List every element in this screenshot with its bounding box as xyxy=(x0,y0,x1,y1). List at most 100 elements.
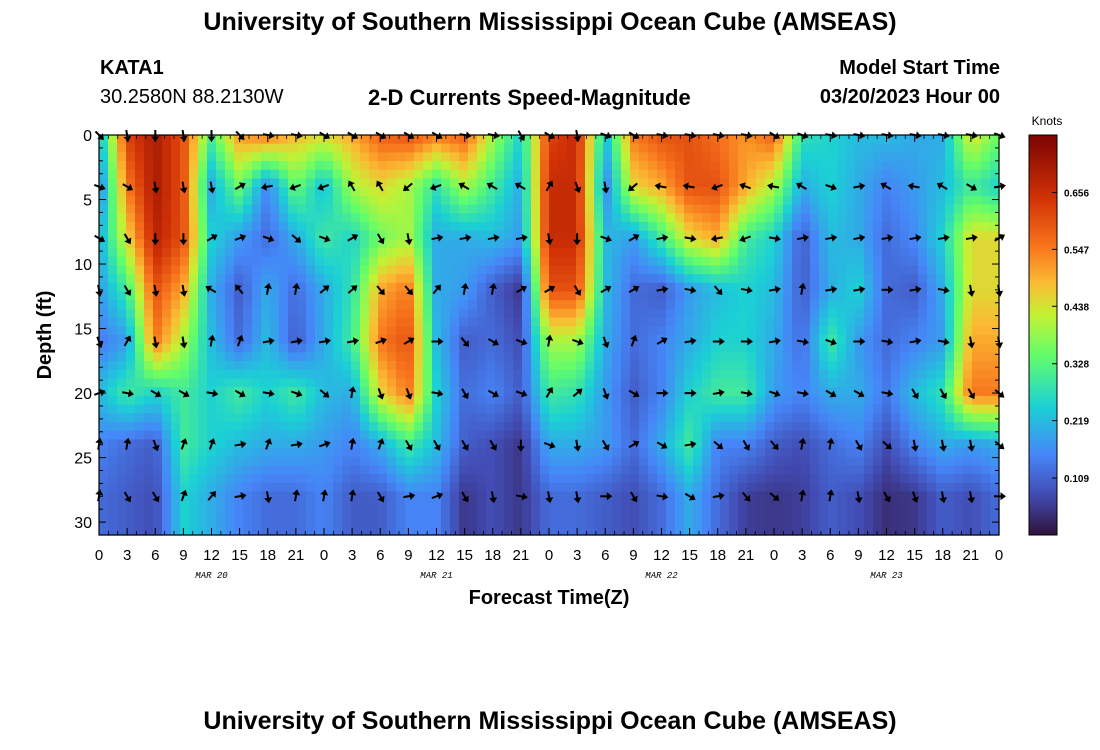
heatmap-cell xyxy=(765,508,775,519)
heatmap-cell xyxy=(630,204,640,214)
heatmap-cell xyxy=(234,448,244,458)
current-arrow xyxy=(207,334,216,347)
heatmap-cell xyxy=(189,143,199,153)
heatmap-cell xyxy=(234,265,244,275)
heatmap-cell xyxy=(225,352,235,362)
heatmap-cell xyxy=(261,369,271,380)
current-arrow xyxy=(376,285,385,296)
heatmap-cell xyxy=(639,500,649,510)
heatmap-cell xyxy=(693,256,703,267)
heatmap-cell xyxy=(270,282,280,293)
heatmap-cell xyxy=(378,317,388,327)
heatmap-cell xyxy=(882,395,892,406)
heatmap-cell xyxy=(288,439,298,449)
heatmap-cell xyxy=(504,482,514,493)
heatmap-cell xyxy=(405,143,415,153)
heatmap-cell xyxy=(792,491,802,501)
heatmap-cell xyxy=(594,308,604,319)
heatmap-cell xyxy=(918,256,928,267)
heatmap-cell xyxy=(900,352,910,362)
heatmap-cell xyxy=(891,456,901,467)
heatmap-cell xyxy=(576,517,586,527)
heatmap-cell xyxy=(765,413,775,423)
heatmap-cell xyxy=(225,291,235,301)
heatmap-cell xyxy=(873,508,883,519)
heatmap-cell xyxy=(360,152,370,162)
heatmap-cell xyxy=(873,421,883,432)
heatmap-cell xyxy=(621,369,631,380)
heatmap-cell xyxy=(198,187,208,197)
heatmap-cell xyxy=(117,430,127,440)
heatmap-cell xyxy=(873,430,883,440)
heatmap-cell xyxy=(756,430,766,440)
current-arrow xyxy=(853,285,866,294)
heatmap-cell xyxy=(243,404,253,414)
heatmap-cell xyxy=(729,404,739,414)
heatmap-cell xyxy=(828,343,838,353)
heatmap-cell xyxy=(567,387,577,397)
heatmap-cell xyxy=(387,361,397,371)
heatmap-cell xyxy=(981,456,991,467)
heatmap-cell xyxy=(927,178,937,188)
heatmap-cell xyxy=(117,387,127,397)
heatmap-cell xyxy=(243,430,253,440)
heatmap-cell xyxy=(990,474,1000,484)
heatmap-cell xyxy=(837,500,847,510)
heatmap-cell xyxy=(261,395,271,406)
heatmap-cell xyxy=(324,326,334,336)
heatmap-cell xyxy=(972,152,982,162)
heatmap-cell xyxy=(369,500,379,510)
heatmap-cell xyxy=(891,448,901,458)
heatmap-cell xyxy=(351,369,361,380)
heatmap-cell xyxy=(252,465,262,475)
heatmap-cell xyxy=(738,161,748,171)
heatmap-cell xyxy=(864,178,874,188)
heatmap-cell xyxy=(774,187,784,197)
heatmap-cell xyxy=(603,178,613,188)
heatmap-cell xyxy=(774,221,784,232)
heatmap-cell xyxy=(702,448,712,458)
heatmap-cell xyxy=(837,491,847,501)
heatmap-cell xyxy=(243,282,253,293)
heatmap-cell xyxy=(234,508,244,519)
heatmap-cell xyxy=(693,343,703,353)
heatmap-cell xyxy=(126,378,136,388)
heatmap-cell xyxy=(774,239,784,249)
heatmap-cell xyxy=(495,291,505,301)
heatmap-cell xyxy=(576,300,586,310)
heatmap-cell xyxy=(612,282,622,293)
heatmap-cell xyxy=(837,465,847,475)
heatmap-cell xyxy=(405,308,415,319)
heatmap-cell xyxy=(279,248,289,258)
heatmap-cell xyxy=(864,430,874,440)
heatmap-cell xyxy=(540,135,550,145)
heatmap-cell xyxy=(873,135,883,145)
heatmap-cell xyxy=(819,213,829,223)
heatmap-cell xyxy=(531,439,541,449)
heatmap-cell xyxy=(981,474,991,484)
heatmap-cell xyxy=(846,448,856,458)
heatmap-cell xyxy=(189,482,199,493)
current-arrow xyxy=(123,491,132,503)
heatmap-cell xyxy=(495,430,505,440)
heatmap-cell xyxy=(756,482,766,493)
heatmap-cell xyxy=(108,421,118,432)
heatmap-cell xyxy=(198,248,208,258)
heatmap-cell xyxy=(198,369,208,380)
heatmap-cell xyxy=(108,239,118,249)
heatmap-cell xyxy=(297,317,307,327)
heatmap-cell xyxy=(990,456,1000,467)
heatmap-cell xyxy=(459,482,469,493)
heatmap-cell xyxy=(729,361,739,371)
heatmap-cell xyxy=(918,343,928,353)
heatmap-cell xyxy=(477,152,487,162)
heatmap-cell xyxy=(333,300,343,310)
current-arrow xyxy=(179,336,188,349)
heatmap-cell xyxy=(909,430,919,440)
heatmap-cell xyxy=(225,482,235,493)
heatmap-cell xyxy=(585,187,595,197)
heatmap-cell xyxy=(351,430,361,440)
heatmap-cell xyxy=(117,439,127,449)
heatmap-cell xyxy=(963,300,973,310)
heatmap-cell xyxy=(405,326,415,336)
